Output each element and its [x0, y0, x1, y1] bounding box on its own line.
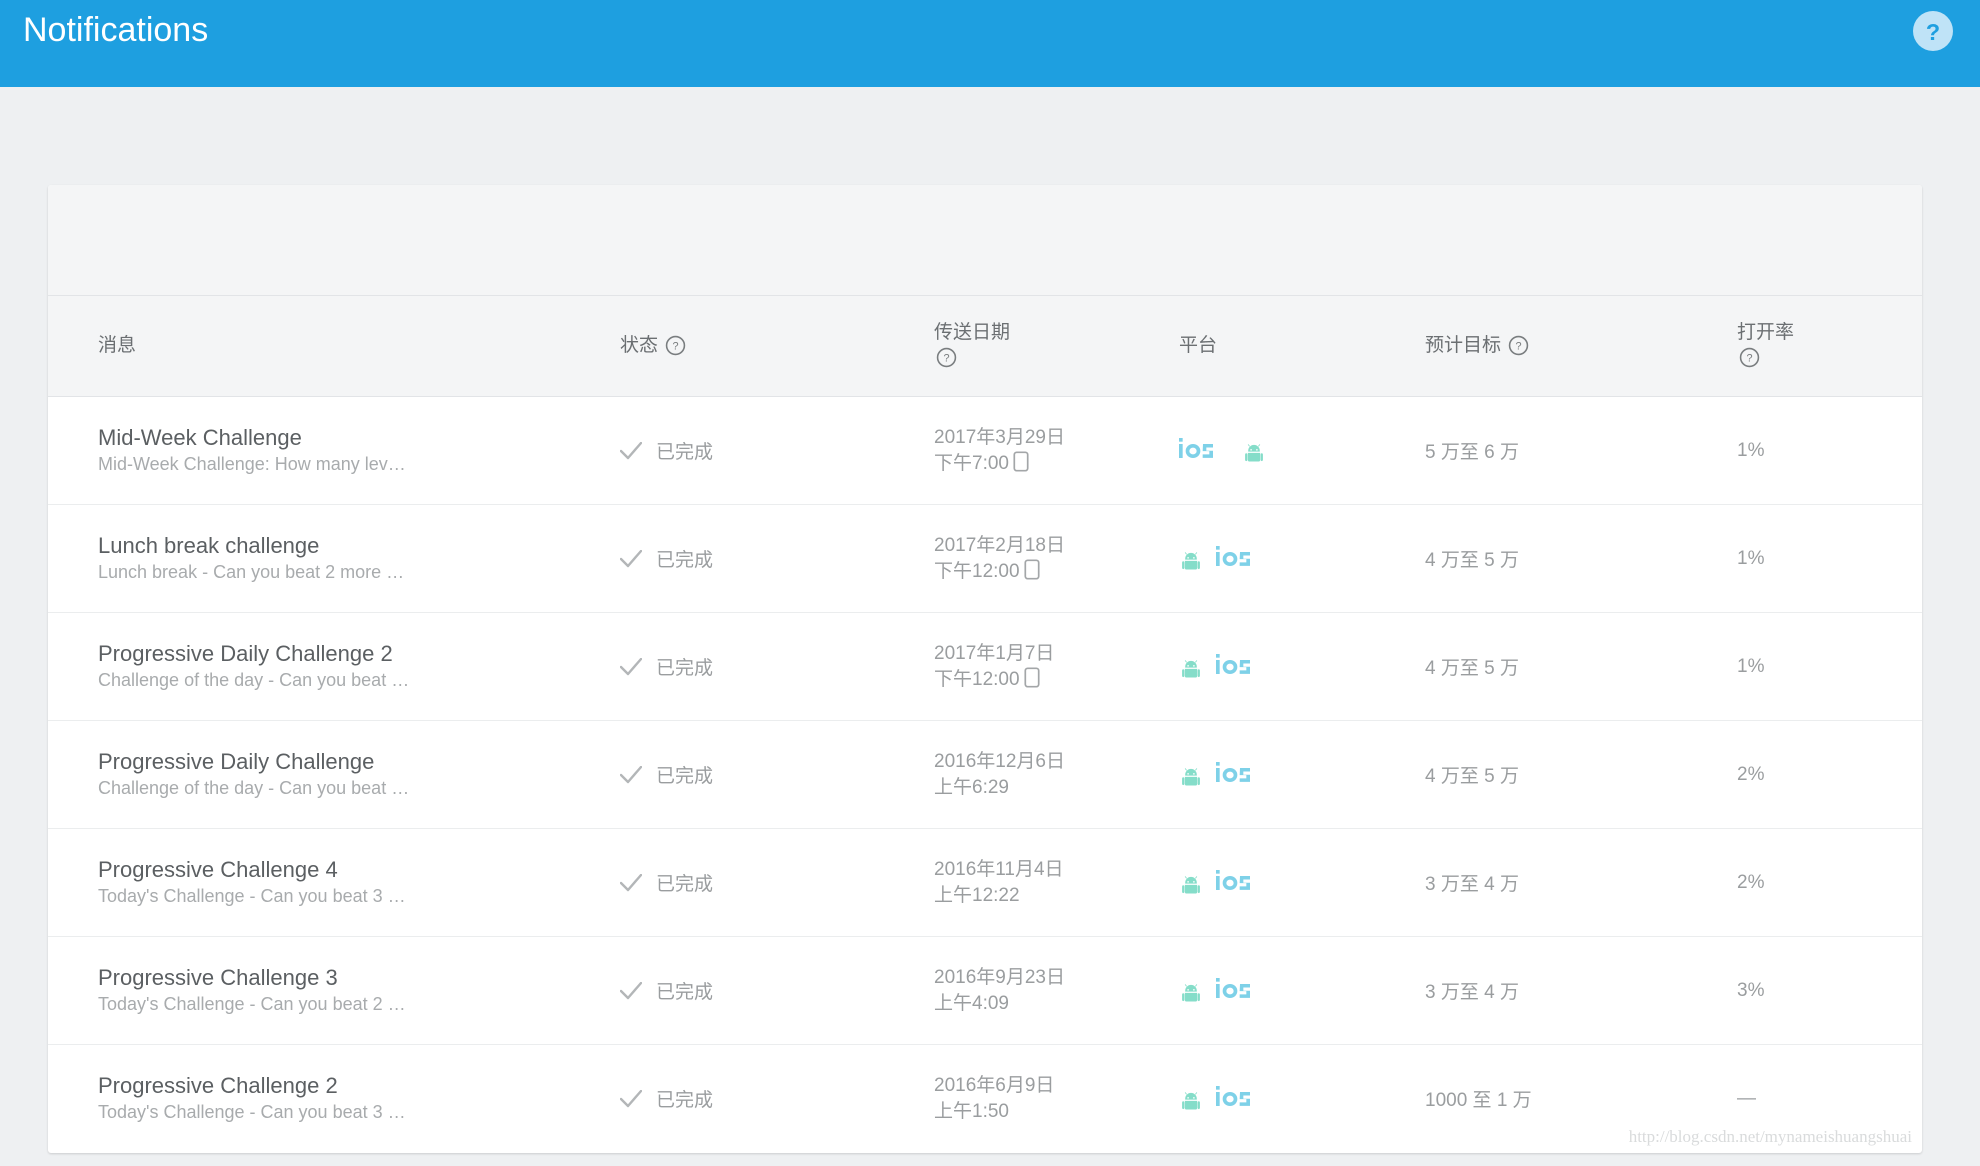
svg-text:?: ?: [673, 340, 679, 352]
svg-text:?: ?: [1747, 353, 1753, 365]
svg-text:?: ?: [944, 353, 950, 365]
svg-text:?: ?: [1926, 19, 1940, 45]
svg-text:?: ?: [1516, 340, 1522, 352]
